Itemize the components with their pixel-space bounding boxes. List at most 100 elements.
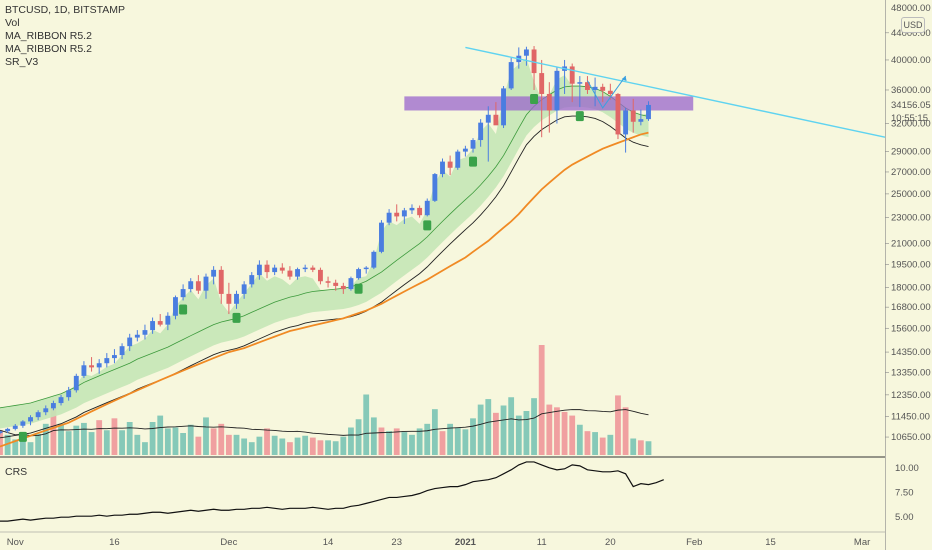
price-tick-label: 18000.00 — [891, 283, 931, 294]
volume-bar — [569, 415, 576, 455]
price-tick-label: 11450.00 — [891, 411, 930, 422]
legend-sr[interactable]: SR_V3 — [5, 56, 39, 68]
candle-body — [371, 251, 377, 268]
volume-bar — [96, 420, 103, 455]
candle-body — [523, 49, 529, 56]
volume-bar — [607, 434, 614, 455]
candle-body — [142, 330, 148, 335]
candle-body — [630, 110, 636, 122]
volume-bar — [363, 394, 370, 455]
volume-bar — [248, 442, 255, 455]
candle-body — [646, 104, 651, 120]
candle-body — [127, 337, 133, 347]
price-tick-label: 44000.00 — [891, 28, 931, 39]
crs-tick-label: 10.00 — [895, 463, 919, 474]
volume-bar — [81, 422, 87, 455]
candle-body — [66, 390, 72, 398]
volume-bar — [119, 430, 125, 455]
volume-bar — [439, 431, 446, 455]
crs-pane-label[interactable]: CRS — [5, 466, 28, 478]
candle-body — [20, 421, 26, 426]
candle-body — [218, 269, 224, 294]
volume-bar — [287, 442, 293, 455]
volume-bar — [401, 432, 408, 455]
legend-ma-ribbon-2[interactable]: MA_RIBBON R5.2 — [5, 43, 92, 55]
volume-bar — [348, 427, 354, 455]
volume-bar — [470, 418, 476, 455]
volume-bar — [485, 399, 492, 455]
time-tick-label: Mar — [854, 537, 870, 548]
candle-body — [5, 428, 11, 432]
volume-bar — [210, 428, 217, 455]
time-tick-label: Nov — [7, 537, 24, 548]
candle-body — [462, 148, 468, 152]
volume-bar — [447, 423, 454, 455]
volume-bar — [393, 428, 400, 455]
candle-body — [234, 293, 239, 304]
price-tick-label: 23000.00 — [891, 213, 931, 224]
volume-bar — [111, 418, 118, 455]
volume-bar — [615, 395, 621, 455]
candle-body — [508, 62, 514, 89]
volume-bar — [233, 434, 240, 455]
candle-body — [89, 365, 94, 368]
volume-bar — [630, 438, 637, 455]
volume-bar — [538, 345, 545, 455]
forecast-arrow — [587, 75, 627, 109]
candle-body — [264, 264, 270, 273]
candle-body — [73, 375, 79, 391]
volume-bar — [637, 440, 644, 455]
volume-bar — [294, 437, 301, 455]
buy-signal-marker — [423, 220, 432, 231]
buy-signal-marker — [354, 283, 363, 294]
candle-body — [111, 355, 117, 359]
volume-bar — [340, 436, 347, 455]
legend-ma-ribbon-1[interactable]: MA_RIBBON R5.2 — [5, 30, 92, 42]
volume-bar — [309, 437, 316, 455]
volume-bar — [325, 440, 331, 455]
volume-bar — [279, 438, 286, 455]
candle-body — [104, 358, 110, 364]
candle-body — [119, 346, 125, 356]
volume-bar — [58, 423, 64, 455]
candle-body — [325, 281, 331, 283]
candle-body — [394, 212, 400, 217]
candle-body — [478, 122, 484, 141]
candle-body — [569, 66, 575, 84]
volume-bar — [0, 430, 3, 455]
legend-volume[interactable]: Vol — [5, 17, 20, 29]
last-price-label: 34156.05 — [891, 100, 931, 111]
candle-body — [501, 88, 506, 126]
candle-body — [638, 119, 644, 122]
candle-body — [279, 267, 285, 271]
currency-badge[interactable]: USD — [901, 17, 925, 33]
candle-body — [401, 210, 407, 217]
volume-bar — [35, 433, 42, 455]
volume-bar — [187, 424, 194, 455]
candle-body — [531, 49, 537, 74]
candle-body — [180, 289, 186, 298]
candle-body — [226, 293, 232, 304]
ma-slow-line — [0, 131, 649, 448]
volume-bar — [164, 428, 171, 455]
candle-body — [348, 278, 354, 290]
volume-bar — [172, 427, 179, 455]
price-tick-label: 16800.00 — [891, 302, 931, 313]
candle-body — [470, 140, 476, 149]
volume-bar — [561, 411, 568, 455]
volume-bar — [317, 440, 324, 455]
candle-body — [539, 73, 545, 94]
volume-bar — [599, 437, 606, 455]
volume-bar — [225, 434, 232, 455]
volume-bar — [386, 431, 392, 455]
volume-bar — [88, 432, 95, 455]
candle-body — [81, 365, 87, 376]
volume-bar — [462, 429, 469, 455]
legend-symbol[interactable]: BTCUSD, 1D, BITSTAMP — [5, 4, 125, 16]
candle-body — [554, 70, 560, 111]
candle-body — [310, 267, 316, 270]
volume-bar — [416, 428, 423, 455]
candle-body — [379, 222, 384, 252]
candle-body — [493, 114, 499, 126]
